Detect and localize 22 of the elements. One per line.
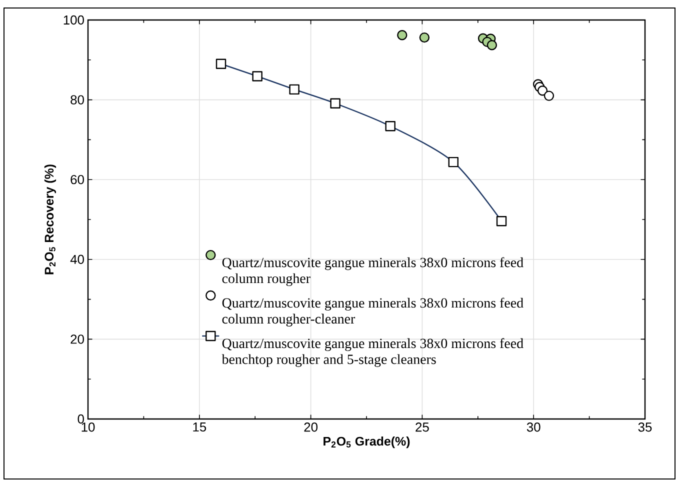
x-axis-title: P$_{2}$O$_{5}$ Grade(%) — [324, 436, 410, 448]
y-axis-title: P$_{2}$O$_{5}$ Recovery (%) — [44, 164, 56, 274]
y-tick-label: 0 — [78, 414, 84, 424]
point — [544, 90, 554, 101]
y-tick-label: 60 — [70, 175, 84, 184]
y-tick-label: 80 — [70, 95, 84, 104]
legend-label: Quartz/muscovite gangue minerals 38x0 microns feed benchtop rougher and 5-stage cleaners — [222, 338, 524, 367]
point — [397, 30, 408, 40]
point — [419, 32, 430, 43]
y-tick-label: 20 — [70, 334, 84, 344]
legend-label: Quartz/muscovite gangue minerals 38x0 microns feed column rougher — [222, 257, 524, 286]
y-tick-label: 40 — [70, 254, 84, 264]
x-tick-label: 20 — [304, 422, 318, 432]
legend-label: Quartz/muscovite gangue minerals 38x0 microns feed column rougher-cleaner — [222, 298, 524, 326]
point — [486, 40, 498, 50]
x-tick-label: 30 — [526, 422, 540, 432]
x-tick-label: 35 — [638, 422, 652, 432]
x-tick-label: 25 — [416, 422, 429, 432]
x-tick-label: 15 — [193, 422, 206, 432]
y-tick-label: 100 — [64, 15, 84, 25]
point — [537, 86, 548, 96]
x-tick-label: 10 — [82, 422, 95, 432]
